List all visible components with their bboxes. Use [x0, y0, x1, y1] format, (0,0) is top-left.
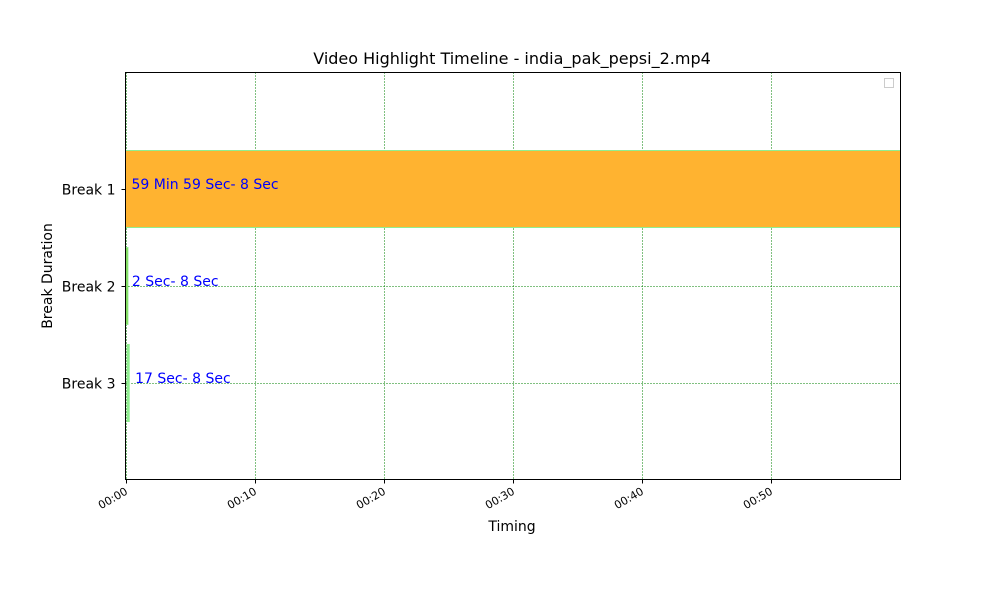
bar-label: 17 Sec- 8 Sec — [135, 371, 231, 387]
bar-labels: 59 Min 59 Sec- 8 Sec 2 Sec- 8 Sec 17 Sec- … — [132, 177, 279, 387]
x-tick-label: 00:50 — [741, 485, 775, 512]
x-tick-label: 00:20 — [354, 485, 388, 512]
legend-box — [884, 78, 894, 88]
grid-lines — [125, 72, 901, 480]
bar-1 — [125, 150, 901, 228]
x-axis-label: Timing — [487, 519, 535, 535]
bar-2 — [125, 247, 129, 325]
x-ticks: 00:00 00:10 00:20 00:30 00:40 00:50 — [96, 479, 775, 512]
x-tick-label: 00:10 — [225, 485, 259, 512]
y-tick-label: Break 1 — [62, 183, 116, 199]
bar-label: 59 Min 59 Sec- 8 Sec — [132, 177, 279, 193]
y-tick-label: Break 3 — [62, 377, 116, 393]
x-tick-label: 00:40 — [612, 485, 646, 512]
chart-title: Video Highlight Timeline - india_pak_pep… — [313, 49, 711, 69]
x-tick-label: 00:30 — [483, 485, 517, 512]
y-ticks: Break 1 Break 2 Break 3 — [62, 183, 126, 393]
bars — [125, 150, 901, 422]
bar-label: 2 Sec- 8 Sec — [132, 274, 219, 290]
y-axis-label: Break Duration — [40, 223, 56, 329]
bar-3 — [126, 344, 130, 422]
y-tick-label: Break 2 — [62, 280, 116, 296]
x-tick-label: 00:00 — [96, 485, 130, 512]
